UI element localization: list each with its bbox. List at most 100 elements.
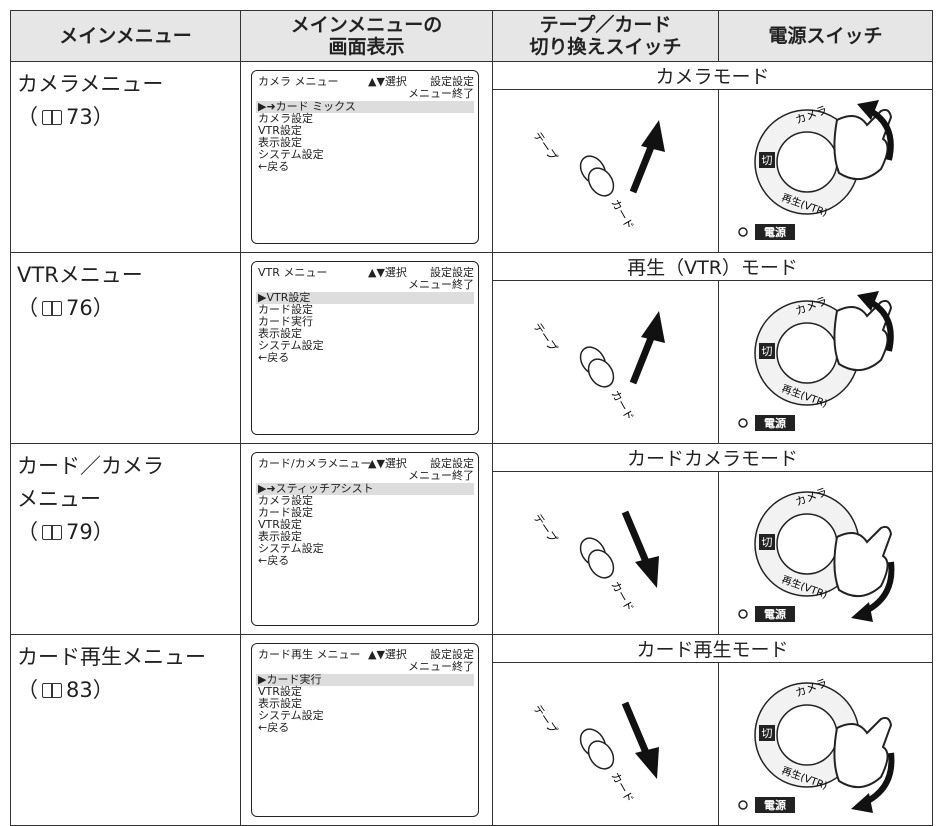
screen-item: ▶➜スティッチアシスト [256, 483, 474, 495]
switch-cell: テープ カード [492, 280, 719, 444]
menu-ref: （ 79） [17, 516, 234, 549]
screen-set: 設定設定 [430, 648, 474, 661]
screen-title: カメラ メニュー [258, 75, 339, 88]
power-label: 電源 [764, 416, 786, 430]
switch-knob [587, 167, 615, 197]
mode-label: カメラモード [492, 60, 933, 91]
screen-item: ←戻る [258, 554, 290, 567]
header-row: メインメニュー メインメニューの 画面表示 テープ／カード 切り換えスイッチ 電源スイッチ [10, 10, 933, 62]
screen-item: カメラ設定 [258, 494, 313, 507]
screen-select: ▲▼選択 [368, 266, 407, 279]
screen-exit: メニュー終了 [408, 469, 474, 482]
screen-item: 表示設定 [258, 327, 302, 340]
screen-select: ▲▼選択 [368, 75, 407, 88]
screen-items: ▶➜カード ミックス カメラ設定 VTR設定 表示設定 システム設定 ←戻る [256, 101, 474, 173]
header-text: メインメニュー [59, 25, 192, 47]
menu-ref: （ 83） [17, 674, 234, 707]
ref-page: 79） [66, 520, 114, 544]
dial-cell: カメラ 切 再生(VTR) 電源 [718, 662, 933, 826]
header-text-line: メインメニュー [11, 25, 240, 47]
menu-screen: カード再生 メニュー ▲▼選択 設定設定 メニュー終了 ▶カード実行 VTR設定 表示設… [251, 643, 479, 817]
header-text-line: 切り換えスイッチ [493, 36, 718, 58]
mode-label: カードカメラモード [492, 443, 933, 472]
power-dial: カメラ 切 再生(VTR) 電源 [738, 485, 895, 622]
tape-card-switch: テープ カード [531, 120, 665, 232]
screen-title: カード/カメラメニュー [258, 457, 372, 470]
arrow-head [857, 291, 879, 311]
card-label: カード [608, 579, 636, 614]
arrow-head [851, 602, 873, 622]
ref-page: 73） [66, 105, 114, 129]
ref-open: （ [17, 296, 38, 320]
menu-name: カード／カメラ [17, 454, 164, 478]
power-box [755, 606, 795, 622]
dial-cell: カメラ 切 再生(VTR) 電源 [718, 471, 933, 635]
arrow-head [635, 556, 659, 588]
dial-cell: カメラ 切 再生(VTR) 電源 [718, 89, 933, 253]
screen-items: ▶➜スティッチアシスト カメラ設定 カード設定 VTR設定 表示設定 システム設定 ←戻る [256, 483, 474, 567]
screen-item: カード実行 [258, 315, 313, 328]
menu-screen: カメラ メニュー ▲▼選択 設定設定 メニュー終了 ▶➜カード ミックス カメラ設定 V… [251, 70, 479, 244]
tape-label: テープ [531, 130, 560, 164]
dial-inner [776, 322, 838, 384]
menu-table: メインメニュー メインメニューの 画面表示 テープ／カード 切り換えスイッチ 電源スイッチ… [10, 10, 933, 826]
illustration-row: テープ カード カメラ 切 再生(VTR) 電源 [11, 471, 933, 635]
screen-item: システム設定 [258, 339, 324, 352]
screen-item: 表示設定 [258, 697, 302, 710]
menu-cell: カメラメニュー （ 73） [10, 61, 241, 253]
book-icon [42, 525, 62, 540]
off-box [759, 343, 775, 359]
header-cell: メインメニュー [10, 10, 241, 62]
book-icon [42, 301, 62, 316]
power-lamp [738, 800, 748, 810]
book-icon [42, 110, 62, 125]
header-text-line: メインメニューの [241, 14, 492, 36]
dial-cell: カメラ 切 再生(VTR) 電源 [718, 280, 933, 444]
screen-cell: カメラ メニュー ▲▼選択 設定設定 メニュー終了 ▶➜カード ミックス カメラ設定 V… [240, 61, 493, 253]
power-label: 電源 [764, 798, 786, 812]
tape-label: テープ [531, 511, 560, 545]
ref-open: （ [17, 678, 38, 702]
screen-items: ▶カード実行 VTR設定 表示設定 システム設定 ←戻る [256, 674, 474, 734]
screen-title: カード再生 メニュー [258, 648, 361, 661]
power-label: 電源 [764, 225, 786, 239]
screen-item: システム設定 [258, 148, 324, 161]
header-text-line: 電源スイッチ [719, 25, 932, 47]
screen-item: カメラ設定 [258, 112, 313, 125]
menu-name-line: VTRメニュー [17, 259, 234, 292]
book-icon [42, 683, 62, 698]
arrow-head [641, 120, 665, 153]
screen-item: ←戻る [258, 160, 290, 173]
mode-label: 再生（VTR）モード [492, 252, 933, 281]
screen-item: カード設定 [258, 506, 313, 519]
screen-item: VTR設定 [258, 518, 302, 531]
off-box [759, 534, 775, 550]
screen-item: カード設定 [258, 303, 313, 316]
switch-cell: テープ カード [492, 662, 719, 826]
hand [833, 525, 893, 597]
arrow-shaft [621, 510, 651, 566]
menu-cell: カード／カメラ メニュー （ 79） [10, 443, 241, 635]
screen-item: システム設定 [258, 709, 324, 722]
header-text-line: 画面表示 [241, 36, 492, 58]
switch-knob [587, 740, 615, 770]
menu-row: カード再生メニュー （ 83） カード再生 メニュー ▲▼選択 設定設定 メニュー終了… [10, 634, 933, 826]
menu-name-line: カード再生メニュー [17, 641, 234, 674]
arrow-head [857, 100, 879, 121]
screen-item: VTR設定 [258, 685, 302, 698]
menu-ref: （ 76） [17, 292, 234, 325]
power-lamp [738, 418, 748, 428]
header-text: 画面表示 [328, 36, 405, 58]
screen-item: ←戻る [258, 721, 290, 734]
power-box [755, 415, 795, 431]
off-label: 切 [762, 536, 773, 549]
header-cell: 電源スイッチ [718, 10, 933, 62]
screen-item: VTR設定 [258, 124, 302, 137]
power-box [755, 224, 795, 241]
header-cell: メインメニューの 画面表示 [240, 10, 493, 62]
tape-label: テープ [531, 702, 560, 736]
menu-name: カード再生メニュー [17, 645, 206, 669]
screen-item: ▶➜カード ミックス [256, 101, 474, 113]
menu-name: VTRメニュー [17, 263, 143, 287]
header-text: メインメニューの [290, 14, 443, 36]
